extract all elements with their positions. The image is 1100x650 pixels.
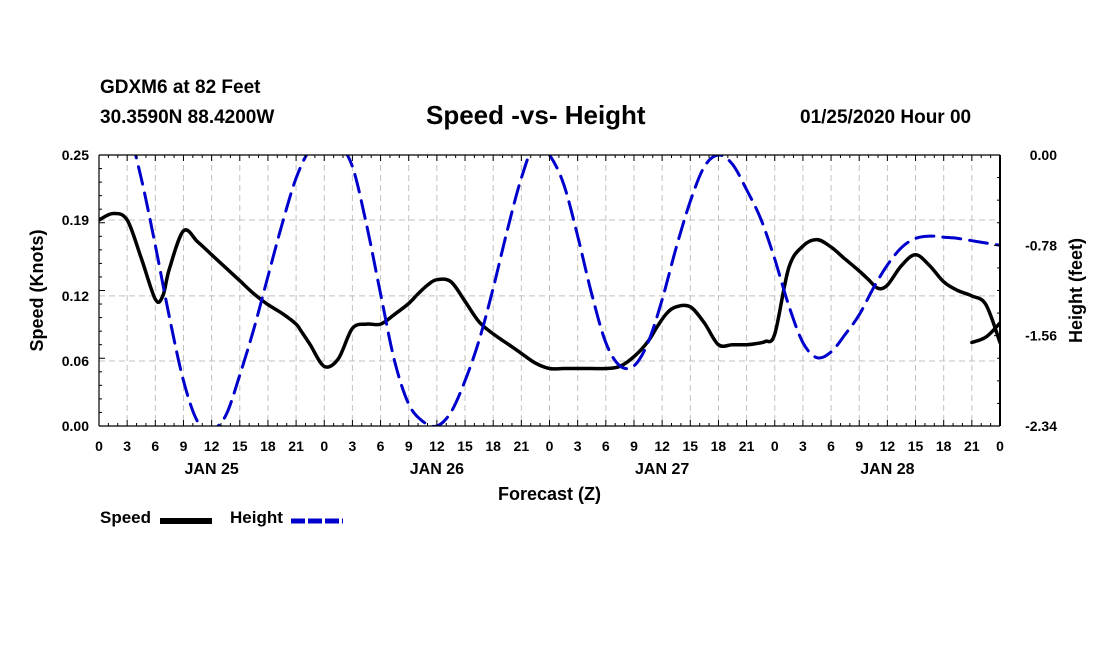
y-left-tick-label: 0.25: [62, 147, 89, 163]
y-right-tick-label: -1.56: [1025, 328, 1057, 344]
x-tick-label: 12: [880, 438, 896, 454]
y-right-tick-label: -2.34: [1025, 418, 1057, 434]
day-label: JAN 25: [185, 461, 239, 478]
y-left-tick-label: 0.06: [62, 353, 89, 369]
speed-series-line: [970, 321, 1000, 345]
x-tick-label: 3: [349, 438, 357, 454]
speed-series-line: [99, 211, 1000, 371]
x-tick-label: 18: [260, 438, 276, 454]
x-tick-label: 9: [855, 438, 863, 454]
x-tick-label: 0: [771, 438, 779, 454]
x-tick-label: 3: [799, 438, 807, 454]
x-tick-label: 3: [123, 438, 131, 454]
legend-speed-label: Speed: [100, 508, 152, 527]
y-right-tick-label: -0.78: [1025, 237, 1057, 253]
x-tick-label: 21: [288, 438, 304, 454]
x-tick-label: 18: [936, 438, 952, 454]
x-tick-label: 9: [630, 438, 638, 454]
x-tick-label: 6: [377, 438, 385, 454]
legend-height: Height: [230, 508, 283, 528]
x-tick-label: 15: [682, 438, 698, 454]
x-tick-label: 15: [232, 438, 248, 454]
forecast-datetime: 01/25/2020 Hour 00: [800, 107, 972, 128]
x-tick-label: 12: [429, 438, 445, 454]
x-tick-label: 12: [204, 438, 220, 454]
chart-title: Speed -vs- Height: [426, 100, 646, 130]
day-label: JAN 28: [860, 461, 914, 478]
x-tick-label: 0: [320, 438, 328, 454]
station-name: GDXM6 at 82 Feet: [100, 77, 261, 98]
grid-layer: [99, 155, 1000, 426]
series-layer: [99, 155, 1000, 426]
x-tick-label: 15: [457, 438, 473, 454]
legend-speed: Speed: [100, 508, 151, 528]
axes-layer: [98, 154, 1001, 427]
y-left-tick-label: 0.12: [62, 288, 89, 304]
x-tick-label: 21: [739, 438, 755, 454]
x-axis-title: Forecast (Z): [498, 484, 601, 504]
legend-height-label: Height: [230, 508, 283, 527]
x-tick-label: 15: [908, 438, 924, 454]
height-series-line: [134, 155, 1000, 426]
x-tick-label: 18: [485, 438, 501, 454]
x-tick-label: 12: [654, 438, 670, 454]
y-right-tick-label: 0.00: [1030, 147, 1057, 163]
x-tick-label: 21: [514, 438, 530, 454]
x-tick-label: 21: [964, 438, 980, 454]
station-coords: 30.3590N 88.4200W: [100, 107, 275, 128]
x-tick-label: 0: [996, 438, 1004, 454]
x-tick-label: 9: [405, 438, 413, 454]
x-tick-label: 6: [827, 438, 835, 454]
x-tick-label: 18: [711, 438, 727, 454]
y-right-axis-title: Height (feet): [1066, 238, 1086, 343]
y-left-tick-label: 0.19: [62, 212, 89, 228]
x-tick-label: 0: [95, 438, 103, 454]
y-left-tick-label: 0.00: [62, 418, 89, 434]
x-tick-label: 3: [574, 438, 582, 454]
x-tick-label: 9: [180, 438, 188, 454]
x-tick-label: 0: [546, 438, 554, 454]
x-tick-label: 6: [151, 438, 159, 454]
day-label: JAN 27: [635, 461, 689, 478]
x-tick-label: 6: [602, 438, 610, 454]
label-layer: 0 3 6 9 12 15 18 21 0 3 6 9 12 15 18 21 0 3 6 9 12 15 18 21 0 3 6 9…: [27, 147, 1086, 524]
day-label: JAN 26: [410, 461, 464, 478]
y-left-axis-title: Speed (Knots): [27, 229, 47, 351]
